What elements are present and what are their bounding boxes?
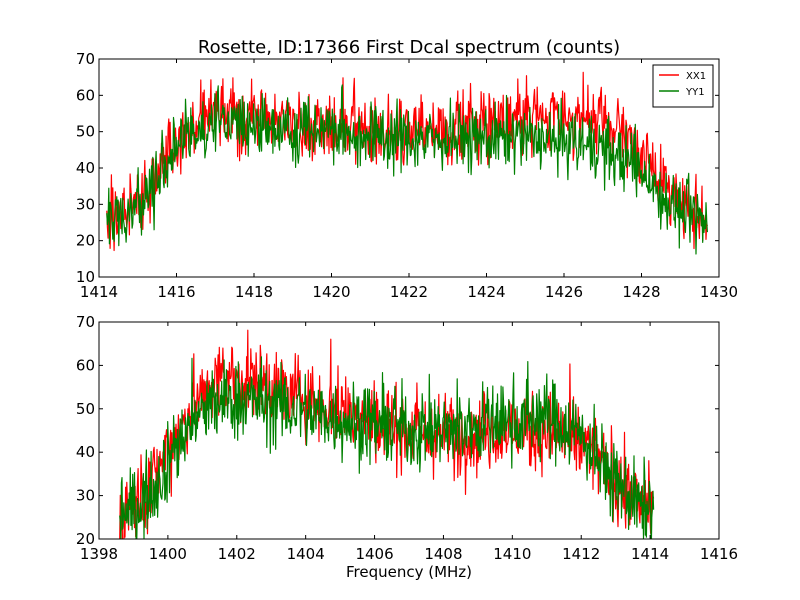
x-tick-label: 1426 xyxy=(545,283,583,301)
chart-panel-2: 1398 1400 1402 1404 1406 1408 1410 1412 1414 1416… xyxy=(76,313,738,581)
x-tick-label: 1428 xyxy=(622,283,660,301)
x-tick-label: 1422 xyxy=(390,283,428,301)
x-tick-label: 1414 xyxy=(80,283,118,301)
panels: 1414 1416 1418 1420 1422 1424 1426 1428 1430 10 20… xyxy=(76,37,738,581)
x-tick-label: 1414 xyxy=(631,545,669,563)
x-tick-label: 1420 xyxy=(312,283,350,301)
x-tick-label: 1402 xyxy=(218,545,256,563)
legend-label-yy1: YY1 xyxy=(685,87,705,98)
y-tick-label: 20 xyxy=(76,232,95,250)
chart-title: Rosette, ID:17366 First Dcal spectrum (c… xyxy=(198,37,620,58)
y-tick-label: 10 xyxy=(76,268,95,286)
x-tick-label: 1398 xyxy=(80,545,118,563)
y-tick-label: 70 xyxy=(76,50,95,68)
x-tick-label: 1418 xyxy=(235,283,273,301)
x-tick-label: 1406 xyxy=(355,545,393,563)
chart-panel-1: 1414 1416 1418 1420 1422 1424 1426 1428 1430 10 20… xyxy=(76,37,738,301)
x-tick-label: 1410 xyxy=(493,545,531,563)
x-tick-label: 1424 xyxy=(467,283,505,301)
legend-label-xx1: XX1 xyxy=(686,71,706,82)
series-group xyxy=(119,329,655,539)
y-tick-label: 60 xyxy=(76,356,95,374)
series-group xyxy=(106,71,708,255)
y-tick-label: 40 xyxy=(76,159,95,177)
y-tick-label: 50 xyxy=(76,123,95,141)
plot-frame xyxy=(98,321,720,540)
legend-box xyxy=(652,64,714,108)
y-tick-label: 30 xyxy=(76,195,95,213)
x-tick-label: 1412 xyxy=(562,545,600,563)
y-tick-label: 60 xyxy=(76,86,95,104)
x-tick-label: 1430 xyxy=(700,283,738,301)
x-axis-label: Frequency (MHz) xyxy=(346,563,472,581)
y-tick-label: 70 xyxy=(76,313,95,331)
y-tick-label: 30 xyxy=(76,487,95,505)
x-tick-label: 1400 xyxy=(149,545,187,563)
x-tick-label: 1416 xyxy=(700,545,738,563)
series-line-yy1 xyxy=(106,84,708,255)
x-tick-label: 1416 xyxy=(157,283,195,301)
y-tick-label: 20 xyxy=(76,530,95,548)
x-tick-label: 1404 xyxy=(287,545,325,563)
x-tick-label: 1408 xyxy=(424,545,462,563)
y-tick-label: 40 xyxy=(76,443,95,461)
series-line-panel2-2 xyxy=(119,356,655,539)
y-tick-label: 50 xyxy=(76,400,95,418)
